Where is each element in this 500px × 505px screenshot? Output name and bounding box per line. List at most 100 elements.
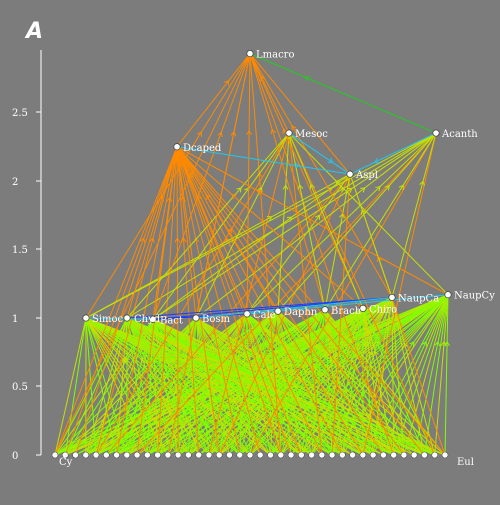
trophic-link (152, 319, 200, 456)
link-arrowhead (139, 237, 146, 244)
trophic-link (152, 146, 178, 320)
link-arrowhead (256, 237, 262, 244)
trophic-link (382, 294, 449, 456)
basal-label-first: Cy (59, 457, 73, 468)
trophic-link (249, 53, 395, 456)
link-arrowhead (373, 350, 379, 357)
basal-node (103, 451, 110, 459)
trophic-link (176, 146, 197, 319)
trophic-link (246, 313, 436, 456)
trophic-link (126, 146, 178, 319)
label-aspl: Aspl (355, 170, 378, 181)
y-tick-label: 1 (12, 314, 18, 325)
link-arrowhead (297, 184, 304, 190)
trophic-link (176, 146, 351, 175)
trophic-link (152, 313, 248, 320)
link-arrowhead (158, 196, 165, 202)
trophic-link (85, 173, 351, 319)
basal-node (144, 451, 151, 459)
basal-node (349, 451, 356, 459)
basal-node (174, 451, 182, 459)
trophic-link (246, 53, 251, 314)
node-acanth (432, 129, 440, 137)
link-arrowhead (302, 352, 308, 359)
link-arrowhead (206, 194, 212, 200)
label-lmacro: Lmacro (256, 50, 295, 61)
trophic-link (176, 146, 220, 456)
trophic-link (176, 146, 405, 456)
link-arrowhead (282, 128, 288, 134)
basal-node (287, 451, 295, 459)
link-arrowhead (444, 340, 450, 347)
species-nodes (82, 49, 452, 323)
trophic-link (413, 294, 449, 456)
link-arrowhead (419, 180, 425, 187)
trophic-link (85, 317, 282, 456)
trophic-link (85, 317, 343, 456)
label-acanth: Acanth (441, 129, 478, 140)
link-arrowhead (434, 340, 441, 347)
trophic-link (176, 146, 248, 315)
trophic-link (349, 173, 393, 298)
trophic-link (85, 317, 154, 320)
trophic-link (152, 318, 394, 456)
trophic-link (85, 317, 118, 456)
trophic-link (195, 317, 364, 456)
basal-node (441, 451, 449, 459)
trophic-link (249, 53, 437, 134)
basal-node (236, 451, 244, 459)
basal-node (359, 451, 367, 459)
link-arrowhead (339, 187, 345, 193)
label-naupcy: NaupCy (454, 291, 495, 302)
trophic-link (249, 53, 393, 298)
trophic-link (249, 53, 290, 134)
trophic-link (288, 132, 326, 310)
trophic-link (95, 132, 290, 456)
trophic-link (288, 132, 351, 175)
trophic-link (324, 132, 437, 311)
trophic-link (277, 133, 290, 312)
trophic-link (362, 308, 425, 456)
link-arrowhead (245, 354, 251, 360)
trophic-link (277, 132, 437, 312)
trophic-link (277, 310, 374, 456)
link-arrowhead (347, 187, 353, 193)
link-arrowhead (254, 354, 261, 360)
link-arrowhead (360, 209, 367, 215)
basal-node (195, 451, 202, 459)
basal-node (72, 451, 79, 459)
link-arrowhead (246, 129, 252, 135)
node-aspl (346, 170, 354, 178)
trophic-link (249, 53, 326, 310)
basal-node (133, 451, 141, 459)
link-arrowhead (421, 341, 428, 347)
trophic-link (288, 132, 449, 296)
basal-node (390, 451, 397, 459)
basal-node (308, 451, 315, 459)
trophic-link (277, 310, 446, 456)
trophic-link (391, 297, 436, 456)
link-arrowhead (315, 214, 321, 221)
trophic-link (176, 146, 292, 456)
trophic-link (270, 308, 364, 456)
basal-node (82, 451, 90, 459)
trophic-link (85, 317, 312, 456)
basal-node (164, 451, 172, 459)
trophic-link (195, 317, 271, 456)
trophic-link (391, 297, 405, 456)
basal-node (226, 451, 233, 459)
y-tick-label: 2.5 (12, 108, 28, 119)
trophic-link (176, 146, 384, 456)
trophic-link (195, 317, 261, 456)
trophic-link (349, 132, 437, 175)
trophic-link (208, 132, 290, 456)
label-bosm: Bosm (202, 314, 231, 325)
link-arrowhead (196, 195, 202, 201)
basal-node (92, 451, 100, 459)
basal-node (256, 451, 264, 459)
trophic-link (176, 146, 241, 456)
node-mesoc (285, 129, 293, 137)
